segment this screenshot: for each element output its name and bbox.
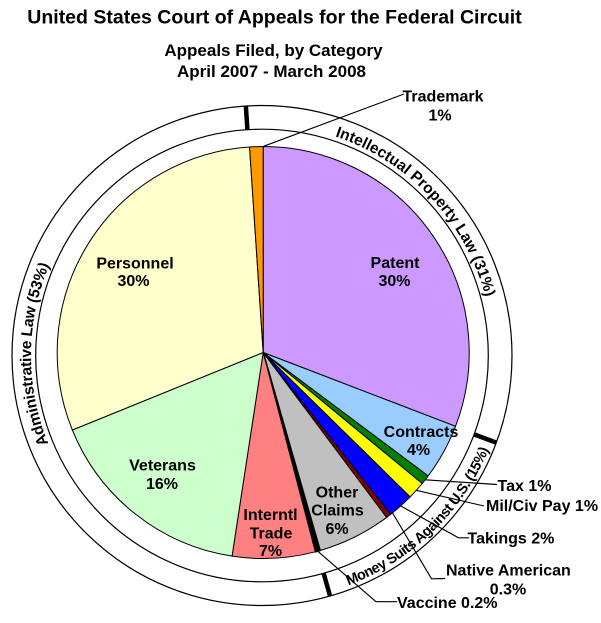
svg-text:6%: 6%: [325, 521, 348, 538]
svg-text:0.3%: 0.3%: [490, 582, 526, 599]
svg-text:4%: 4%: [407, 442, 430, 459]
svg-text:Mil/Civ Pay 1%: Mil/Civ Pay 1%: [486, 498, 598, 515]
svg-text:Tax 1%: Tax 1%: [498, 478, 552, 495]
svg-text:Claims: Claims: [311, 503, 364, 520]
svg-text:Trade: Trade: [250, 526, 293, 543]
svg-text:30%: 30%: [378, 273, 410, 290]
svg-text:30%: 30%: [117, 273, 149, 290]
svg-text:16%: 16%: [146, 476, 178, 493]
svg-text:Veterans: Veterans: [129, 458, 196, 475]
svg-text:1%: 1%: [428, 108, 451, 125]
svg-text:Other: Other: [316, 485, 359, 502]
svg-text:Trademark: Trademark: [403, 89, 484, 106]
svg-text:Takings 2%: Takings 2%: [468, 531, 555, 548]
svg-text:Personnel: Personnel: [96, 255, 173, 272]
svg-text:Interntl: Interntl: [243, 507, 297, 524]
svg-text:Vaccine 0.2%: Vaccine 0.2%: [397, 595, 498, 612]
svg-text:7%: 7%: [259, 543, 282, 560]
svg-text:United States Court of Appeals: United States Court of Appeals for the F…: [27, 7, 522, 29]
svg-text:Appeals Filed, by Category: Appeals Filed, by Category: [164, 41, 383, 60]
svg-text:Native American: Native American: [446, 563, 571, 580]
svg-text:Contracts: Contracts: [384, 424, 459, 441]
svg-text:April 2007 - March 2008: April 2007 - March 2008: [177, 62, 366, 81]
svg-text:Patent: Patent: [371, 255, 421, 272]
